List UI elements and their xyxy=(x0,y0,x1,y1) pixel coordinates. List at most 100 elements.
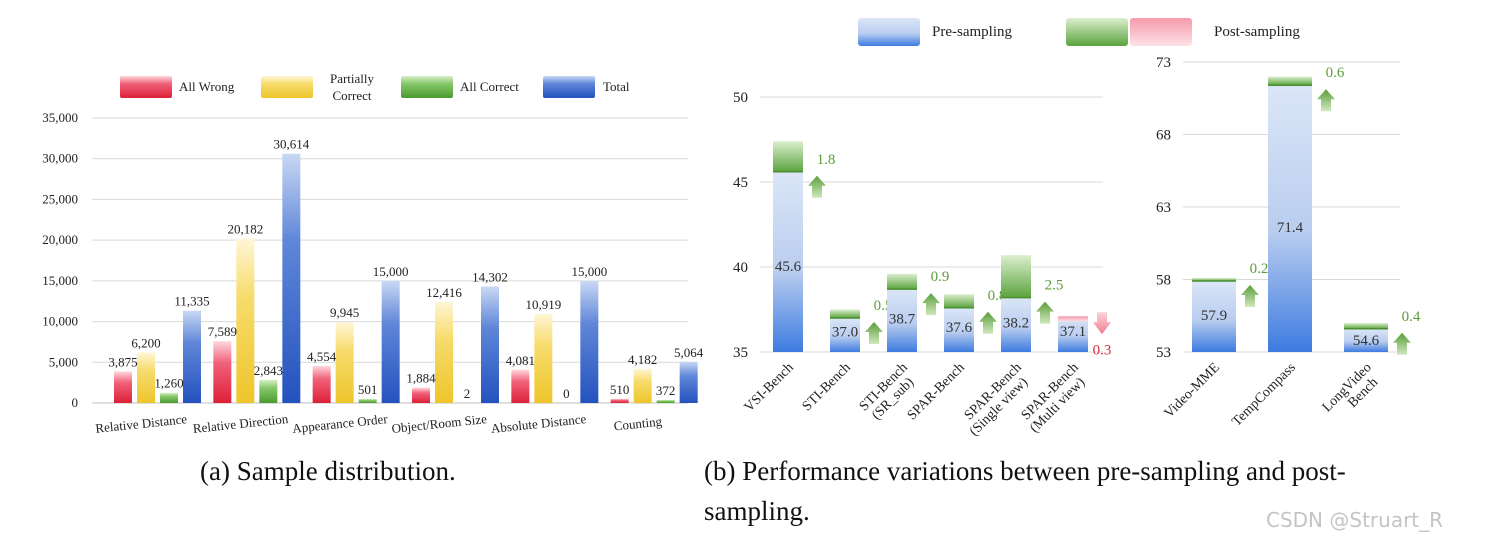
label-all-correct-relative-direction: 2,843 xyxy=(254,363,283,378)
label-total-counting: 5,064 xyxy=(674,345,704,360)
x-tick-a-relative-direction: Relative Direction xyxy=(192,411,289,436)
x-tick-b-spar-bench-single-view: SPAR-Bench(Single view) xyxy=(956,360,1035,439)
bar-all-wrong-relative-direction xyxy=(213,341,232,403)
y-tick-a-0: 0 xyxy=(72,395,79,410)
bar-post-longvideo-bench xyxy=(1344,323,1388,329)
label-post-spar-bench-multi-view: 0.3 xyxy=(1093,342,1112,358)
label-total-relative-direction: 30,614 xyxy=(273,137,309,152)
chart-a-x-ticks: Relative Distance Relative Direction Appea… xyxy=(95,411,664,436)
bar-post-sti-bench-sr-sub xyxy=(830,309,860,318)
label-pre-video-mme: 57.9 xyxy=(1201,308,1227,324)
bar-pre-sti-bench xyxy=(887,289,917,352)
legend-swatch-all-correct xyxy=(401,76,453,98)
y-tick-b-3: 50 xyxy=(733,90,748,106)
label-partially-correct-counting: 4,182 xyxy=(628,352,657,367)
bar-pre-video-mme xyxy=(1192,280,1236,352)
chart-c-bars: 57.9 0.2 71.4 0.6 54.6 0.4 xyxy=(1192,65,1421,355)
label-post-tempcompass: 0.6 xyxy=(1326,65,1345,81)
chart-b-bars: 45.61.837.00.538.70.937.60.838.22.537.10… xyxy=(773,141,1111,358)
label-post-sti-bench: 0.9 xyxy=(931,269,950,285)
label-partially-correct-appearance-order: 9,945 xyxy=(330,305,359,320)
y-tick-c-1: 58 xyxy=(1156,273,1171,289)
bar-total-appearance-order xyxy=(381,280,400,403)
x-tick-line-b-vsi-bench-0: VSI-Bench xyxy=(742,360,797,415)
bar-partially-correct-relative-distance xyxy=(137,352,155,403)
arrow-up-icon-spar-bench xyxy=(979,311,997,334)
x-tick-line-c-tempcompass-0: TempCompass xyxy=(1230,360,1299,429)
legend-label-partially: Partially xyxy=(330,71,375,86)
label-partially-correct-absolute-distance: 10,919 xyxy=(525,297,561,312)
label-all-correct-object-room-size: 2 xyxy=(464,386,471,401)
legend-swatch-total xyxy=(543,76,595,98)
label-total-object-room-size: 14,302 xyxy=(472,270,508,285)
y-tick-b-0: 35 xyxy=(733,345,748,361)
bar-post-tempcompass xyxy=(1268,76,1312,86)
label-post-longvideo-bench: 0.4 xyxy=(1402,309,1421,325)
legend-label-total: Total xyxy=(603,79,630,94)
bar-post-video-mme xyxy=(1192,278,1236,281)
label-total-absolute-distance: 15,000 xyxy=(571,264,607,279)
bar-total-object-room-size xyxy=(481,286,499,403)
chart-c-y-ticks: 53 58 63 68 73 xyxy=(1156,55,1171,361)
arrow-up-icon-spar-bench-single-view xyxy=(1036,301,1054,324)
legend-swatch-post-sampling-up xyxy=(1066,18,1128,46)
x-tick-a-counting: Counting xyxy=(613,413,663,433)
performance-chart-right: 53 58 63 68 73 57.9 0.2 71.4 0.6 54.6 0.4 Video-M… xyxy=(1156,55,1421,430)
bar-pre-spar-bench-single-view xyxy=(1001,297,1031,352)
x-tick-c-tempcompass: TempCompass xyxy=(1230,360,1299,429)
x-tick-b-spar-bench-multi-view: SPAR-Bench(Multi view) xyxy=(1017,360,1093,436)
bar-all-wrong-relative-distance xyxy=(114,371,132,403)
bar-pre-spar-bench xyxy=(944,307,974,352)
label-pre-spar-bench-multi-view: 37.1 xyxy=(1060,324,1086,340)
y-tick-a-2: 10,000 xyxy=(42,314,78,329)
label-partially-correct-relative-distance: 6,200 xyxy=(131,336,160,351)
label-pre-spar-bench: 37.6 xyxy=(946,320,973,336)
y-tick-a-7: 35,000 xyxy=(42,110,78,125)
arrow-down-icon-spar-bench-multi-view xyxy=(1093,312,1111,335)
label-post-vsi-bench: 1.8 xyxy=(817,152,836,168)
bar-total-absolute-distance xyxy=(580,280,599,403)
bar-total-counting xyxy=(679,361,698,403)
bar-partially-correct-object-room-size xyxy=(435,301,453,403)
bar-post-spar-bench xyxy=(944,294,974,308)
arrow-up-icon-sti-bench-sr-sub xyxy=(865,322,883,344)
bar-all-correct-counting xyxy=(656,399,675,403)
x-tick-b-vsi-bench: VSI-Bench xyxy=(742,360,797,415)
arrow-up-icon-longvideo-bench xyxy=(1393,332,1411,355)
chart-a-caption: (a) Sample distribution. xyxy=(200,456,456,486)
bar-pre-tempcompass xyxy=(1268,85,1312,352)
sample-distribution-chart: 0 5,000 10,000 15,000 20,000 25,000 30,000 35,0… xyxy=(42,71,704,486)
chart-b-y-ticks: 35 40 45 50 xyxy=(733,90,748,361)
bar-partially-correct-appearance-order xyxy=(335,322,354,403)
y-tick-b-2: 45 xyxy=(733,175,748,191)
bar-all-wrong-appearance-order xyxy=(312,365,331,403)
bar-all-wrong-object-room-size xyxy=(412,387,430,403)
label-pre-sti-bench: 38.7 xyxy=(889,312,916,328)
bar-post-spar-bench-multi-view xyxy=(1058,316,1088,322)
label-all-correct-absolute-distance: 0 xyxy=(563,386,570,401)
chart-a-legend: All Wrong Partially Correct All Correct … xyxy=(120,71,630,103)
chart-b-x-ticks: VSI-Bench STI-Bench STI-Bench(SR_sub)SPAR-… xyxy=(742,360,1093,439)
label-all-correct-counting: 372 xyxy=(656,383,676,398)
chart-a-data-labels: 3,875 6,200 1,260 11,335 7,589 20,182 2,843 30,… xyxy=(108,137,703,401)
bar-all-correct-relative-distance xyxy=(160,392,178,403)
label-post-video-mme: 0.2 xyxy=(1250,261,1269,277)
arrow-up-icon-video-mme xyxy=(1241,284,1259,307)
chart-b-gridlines xyxy=(760,96,1103,353)
bar-total-relative-distance xyxy=(183,310,201,403)
label-pre-sti-bench-sr-sub: 37.0 xyxy=(832,325,858,341)
x-tick-c-longvideo-bench: LongVideoBench xyxy=(1320,360,1386,426)
legend-swatch-post-sampling-down xyxy=(1130,18,1192,46)
legend-label-pre-sampling: Pre-sampling xyxy=(932,24,1012,40)
y-tick-a-1: 5,000 xyxy=(49,354,78,369)
y-tick-a-6: 30,000 xyxy=(42,151,78,166)
label-partially-correct-object-room-size: 12,416 xyxy=(426,285,462,300)
label-all-wrong-appearance-order: 4,554 xyxy=(307,349,337,364)
x-tick-a-relative-distance: Relative Distance xyxy=(95,411,188,436)
bar-post-vsi-bench xyxy=(773,141,803,172)
bar-partially-correct-absolute-distance xyxy=(534,314,553,403)
chart-c-x-ticks: Video-MME TempCompass LongVideoBench xyxy=(1162,360,1386,429)
bar-pre-longvideo-bench xyxy=(1344,328,1388,352)
x-tick-b-spar-bench: SPAR-Bench xyxy=(905,360,968,423)
